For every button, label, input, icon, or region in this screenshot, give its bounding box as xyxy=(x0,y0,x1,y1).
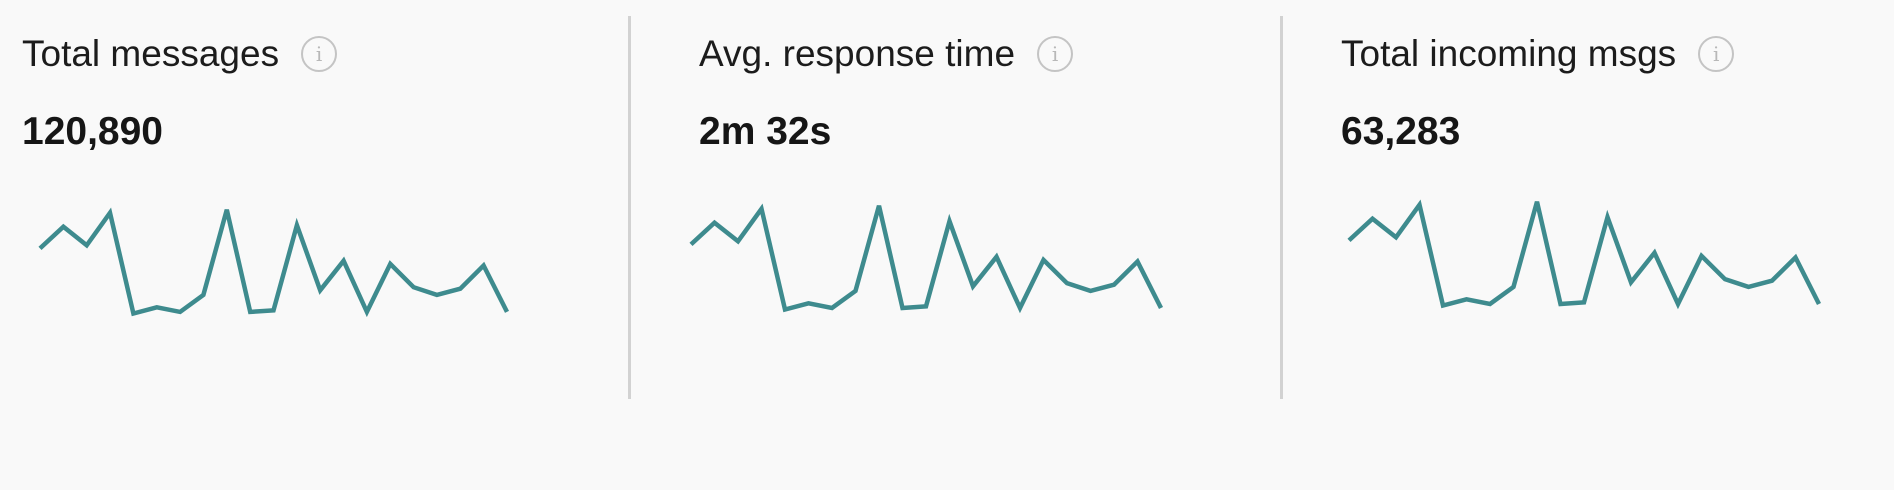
series-line-0 xyxy=(1347,199,1822,310)
metric-value: 63,283 xyxy=(1341,110,1461,153)
series-line-0 xyxy=(38,207,510,318)
info-icon[interactable]: i xyxy=(301,36,338,72)
metric-card-total-messages: Total messages i 120,890 xyxy=(0,0,630,420)
sparkline-chart xyxy=(1347,199,1822,310)
card-divider xyxy=(628,16,631,399)
info-icon[interactable]: i xyxy=(1037,36,1074,72)
info-icon[interactable]: i xyxy=(1698,36,1735,72)
metric-header: Total incoming msgs i xyxy=(1341,30,1735,78)
card-divider xyxy=(1280,16,1283,399)
metric-card-total-incoming-msgs: Total incoming msgs i 63,283 xyxy=(1282,0,1894,420)
series-line-0 xyxy=(689,203,1164,314)
metric-label: Total incoming msgs xyxy=(1341,33,1677,74)
metric-header: Avg. response time i xyxy=(699,30,1074,78)
metric-label: Total messages xyxy=(22,33,280,74)
metric-value: 2m 32s xyxy=(699,110,832,153)
metric-value: 120,890 xyxy=(22,110,163,153)
sparkline-chart xyxy=(38,207,510,318)
metric-header: Total messages i xyxy=(22,30,338,78)
metric-card-avg-response-time: Avg. response time i 2m 32s xyxy=(630,0,1282,420)
sparkline-chart xyxy=(689,203,1164,314)
metric-label: Avg. response time xyxy=(699,33,1016,74)
